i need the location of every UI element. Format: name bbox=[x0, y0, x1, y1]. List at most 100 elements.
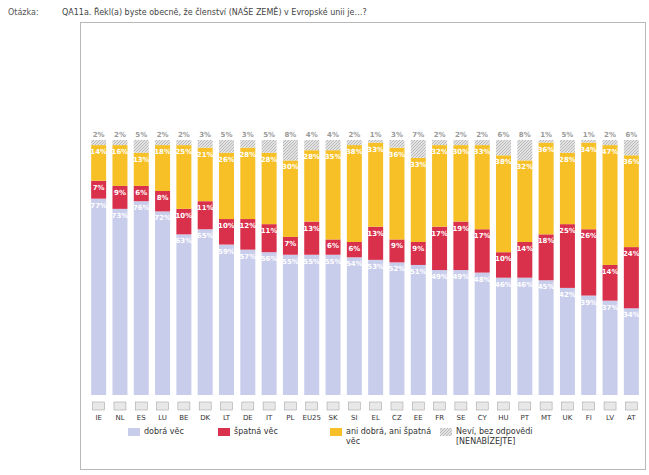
data-label: 55% bbox=[303, 258, 320, 266]
bar-segment bbox=[517, 160, 532, 242]
bar-segment bbox=[198, 201, 213, 229]
data-label: 1% bbox=[540, 131, 552, 139]
bar-segment bbox=[155, 145, 170, 191]
labels: 77%7%14%2%73%9%16%2%76%6%13%5%72%8%18%2%… bbox=[90, 131, 639, 319]
data-label: 55% bbox=[325, 258, 342, 266]
bar-segment bbox=[581, 143, 596, 230]
flag bbox=[391, 402, 403, 410]
data-label: 65% bbox=[197, 232, 214, 240]
data-label: 24% bbox=[623, 250, 640, 258]
data-label: 13% bbox=[133, 156, 150, 164]
bar-segment bbox=[432, 227, 447, 270]
data-label: 39% bbox=[580, 299, 597, 307]
bar-segment bbox=[517, 242, 532, 278]
bar-segment bbox=[198, 229, 213, 395]
bar-segment bbox=[389, 239, 404, 262]
bar-segment bbox=[198, 148, 213, 202]
bar-segment bbox=[624, 140, 639, 155]
bar-segment bbox=[475, 145, 490, 229]
legend-label: ani dobrá, ani špatná věc bbox=[346, 427, 436, 447]
bar-segment bbox=[219, 140, 234, 153]
data-label: 5% bbox=[135, 131, 147, 139]
bar-segment bbox=[496, 140, 511, 155]
bar-segment bbox=[581, 296, 596, 395]
category-label: UK bbox=[563, 414, 573, 422]
data-label: 57% bbox=[239, 253, 256, 261]
bar-segment bbox=[326, 239, 341, 254]
data-label: 30% bbox=[282, 163, 299, 171]
category-label: SE bbox=[456, 414, 465, 422]
bar-segment bbox=[560, 224, 575, 288]
bar-segment bbox=[368, 140, 383, 143]
category-label: PL bbox=[286, 414, 294, 422]
bar-segment bbox=[326, 255, 341, 395]
flag bbox=[625, 402, 637, 410]
annotation: Otázka: bbox=[8, 8, 39, 17]
data-label: 28% bbox=[559, 156, 576, 164]
data-label: 46% bbox=[516, 281, 533, 289]
data-label: 5% bbox=[263, 131, 275, 139]
flag bbox=[519, 402, 531, 410]
data-label: 4% bbox=[327, 131, 339, 139]
bar-segment bbox=[496, 278, 511, 395]
data-label: 5% bbox=[561, 131, 573, 139]
bar-segment bbox=[603, 140, 618, 145]
bar-segment bbox=[624, 247, 639, 308]
legend-swatch bbox=[330, 428, 342, 436]
data-label: 14% bbox=[90, 148, 107, 156]
category-label: CY bbox=[478, 414, 488, 422]
data-label: 10% bbox=[218, 222, 235, 230]
bar-segment bbox=[603, 145, 618, 265]
bar-segment bbox=[560, 288, 575, 395]
bar-segment bbox=[262, 224, 277, 252]
data-label: 36% bbox=[389, 151, 406, 159]
flag bbox=[412, 402, 424, 410]
flag bbox=[561, 402, 573, 410]
bar-segment bbox=[240, 140, 255, 148]
data-label: 13% bbox=[303, 225, 320, 233]
bar-segment bbox=[475, 140, 490, 145]
data-label: 46% bbox=[495, 281, 512, 289]
bar-segment bbox=[134, 201, 149, 395]
flag bbox=[284, 402, 296, 410]
data-label: 1% bbox=[370, 131, 382, 139]
flag bbox=[604, 402, 616, 410]
bar-segment bbox=[539, 280, 554, 395]
data-label: 10% bbox=[176, 212, 193, 220]
bar-segment bbox=[368, 260, 383, 395]
data-label: 32% bbox=[516, 163, 533, 171]
bar-segment bbox=[112, 186, 127, 209]
bar-segment bbox=[432, 145, 447, 227]
flag bbox=[221, 402, 233, 410]
data-label: 25% bbox=[559, 227, 576, 235]
bar-segment bbox=[304, 140, 319, 150]
bar-segment bbox=[112, 145, 127, 186]
category-label: DK bbox=[200, 414, 210, 422]
data-label: 11% bbox=[261, 227, 278, 235]
data-label: 6% bbox=[348, 245, 360, 253]
legend-swatch bbox=[128, 428, 140, 436]
bar-segment bbox=[326, 150, 341, 239]
category-label: BE bbox=[179, 414, 188, 422]
flag bbox=[583, 402, 595, 410]
flag bbox=[434, 402, 446, 410]
bar-segment bbox=[283, 140, 298, 160]
category-label: FI bbox=[586, 414, 592, 422]
bar-segment bbox=[304, 255, 319, 395]
flag bbox=[540, 402, 552, 410]
bar-segment bbox=[496, 155, 511, 252]
data-label: 33% bbox=[367, 146, 384, 154]
data-label: 8% bbox=[284, 131, 296, 139]
bar-segment bbox=[432, 270, 447, 395]
data-label: 18% bbox=[154, 148, 171, 156]
category-label: ES bbox=[137, 414, 146, 422]
category-label: NL bbox=[115, 414, 124, 422]
data-label: 26% bbox=[580, 232, 597, 240]
category-label: LT bbox=[223, 414, 231, 422]
data-label: 49% bbox=[431, 273, 448, 281]
data-label: 2% bbox=[114, 131, 126, 139]
bar-segment bbox=[240, 219, 255, 250]
bar-segment bbox=[539, 143, 554, 235]
data-label: 30% bbox=[453, 148, 470, 156]
data-label: 33% bbox=[474, 148, 491, 156]
